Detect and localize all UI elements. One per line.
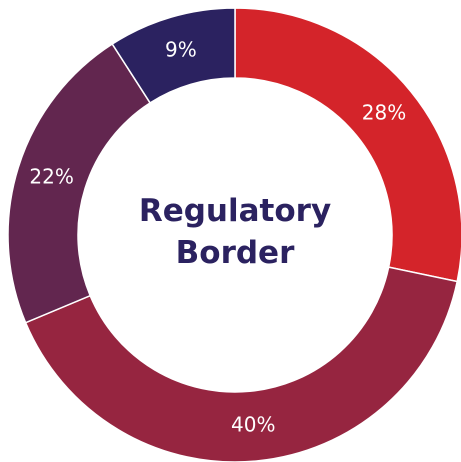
donut-segment: [111, 7, 236, 104]
value-label: 28%: [362, 100, 406, 124]
donut-segment: [24, 266, 459, 462]
chart-title: Regulatory Border: [138, 193, 332, 271]
donut-segment: [234, 7, 461, 283]
value-label: 40%: [231, 413, 275, 437]
donut-segment: [7, 42, 152, 324]
value-label: 9%: [165, 37, 197, 61]
value-label: 22%: [29, 164, 73, 188]
